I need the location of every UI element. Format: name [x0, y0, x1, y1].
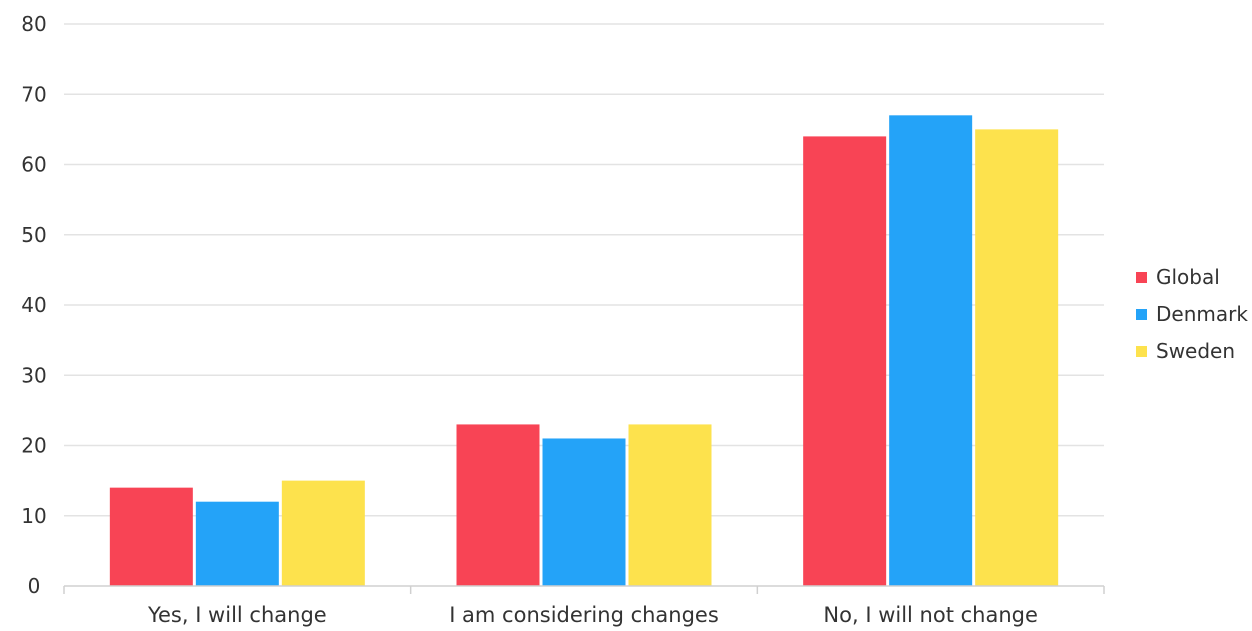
- x-axis: [63, 585, 1105, 594]
- y-tick-label-30: 30: [21, 363, 46, 387]
- bars: [109, 115, 1059, 586]
- legend-item-denmark: Denmark: [1136, 301, 1248, 327]
- x-category-label-0: Yes, I will change: [147, 603, 327, 627]
- legend-swatch-sweden: [1136, 345, 1147, 357]
- y-tick-label-40: 40: [21, 293, 46, 317]
- bar-global-1: [456, 424, 540, 586]
- y-tick-label-60: 60: [21, 153, 46, 177]
- y-tick-label-0: 0: [28, 574, 41, 598]
- legend-label-sweden: Sweden: [1156, 339, 1236, 363]
- bar-denmark-1: [542, 438, 626, 586]
- bar-denmark-0: [195, 501, 279, 586]
- y-tick-label-80: 80: [21, 12, 46, 36]
- bar-global-2: [803, 136, 887, 586]
- y-tick-label-10: 10: [21, 504, 46, 528]
- x-category-label-2: No, I will not change: [823, 603, 1037, 627]
- gridlines: [64, 23, 1104, 517]
- legend-item-sweden: Sweden: [1136, 338, 1248, 364]
- y-axis-ticks: 0 10 20 30 40 50 60 70 80: [21, 12, 46, 598]
- x-axis-labels: Yes, I will change I am considering chang…: [147, 603, 1038, 627]
- bar-sweden-1: [628, 424, 712, 586]
- legend-item-global: Global: [1136, 264, 1248, 290]
- legend: Global Denmark Sweden: [1136, 264, 1248, 364]
- y-tick-label-20: 20: [21, 434, 46, 458]
- bar-sweden-2: [975, 129, 1059, 586]
- legend-swatch-denmark: [1136, 308, 1147, 320]
- y-tick-label-70: 70: [21, 82, 46, 106]
- legend-swatch-global: [1136, 271, 1147, 283]
- x-category-label-1: I am considering changes: [449, 603, 719, 627]
- legend-label-denmark: Denmark: [1156, 302, 1248, 326]
- legend-label-global: Global: [1156, 265, 1220, 289]
- bar-denmark-2: [889, 115, 973, 586]
- y-tick-label-50: 50: [21, 223, 46, 247]
- bar-sweden-0: [281, 480, 365, 586]
- bar-global-0: [109, 487, 193, 586]
